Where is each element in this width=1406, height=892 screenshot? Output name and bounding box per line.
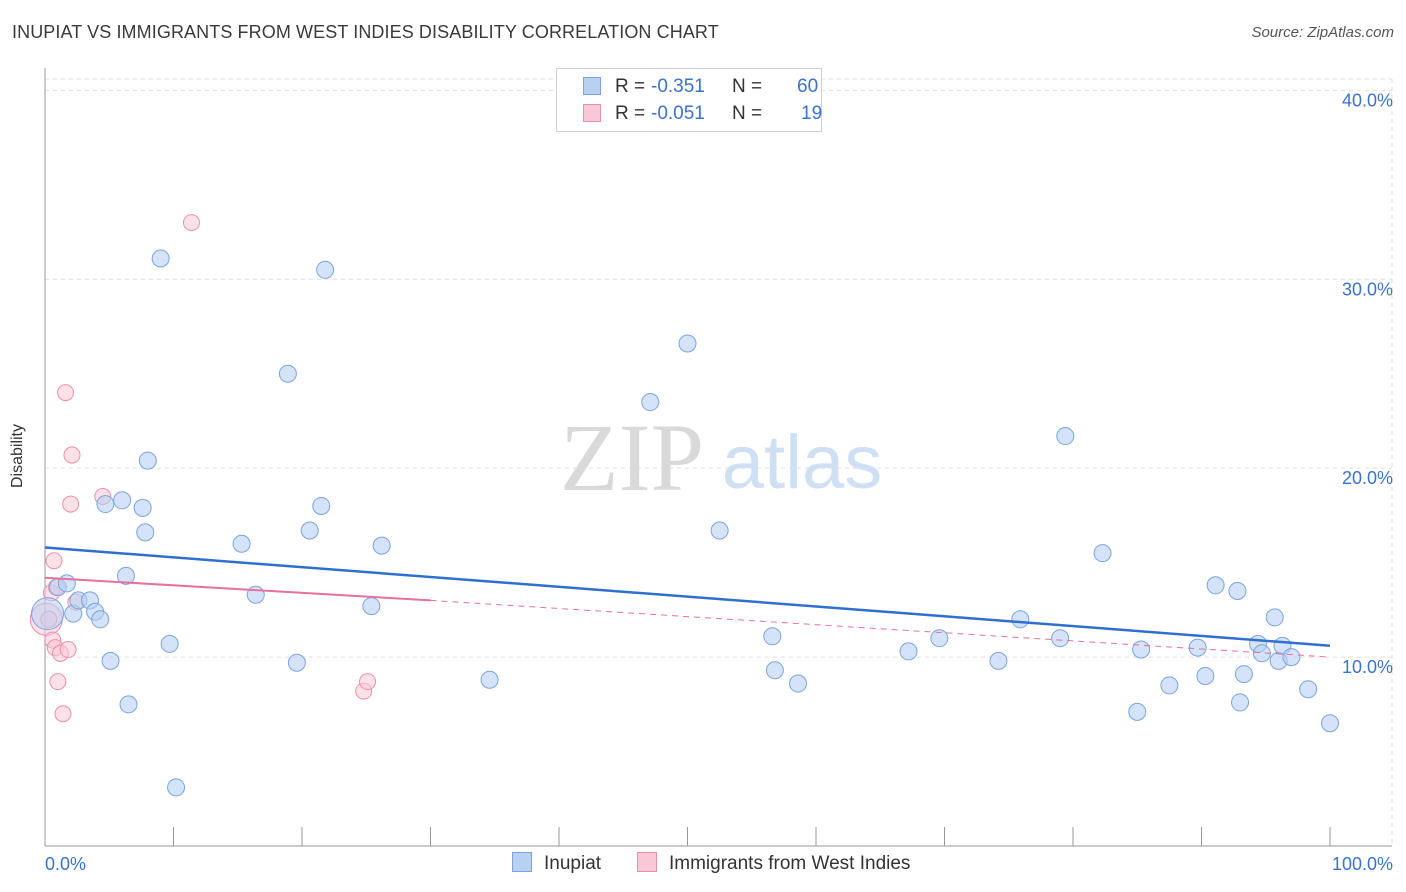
data-point-inupiat (372, 536, 391, 555)
data-point-inupiat (763, 627, 782, 646)
trend-line-inupiat (44, 546, 1331, 647)
data-point-inupiat (138, 451, 157, 470)
data-point-inupiat (1234, 665, 1253, 684)
data-point-inupiat (119, 695, 138, 714)
data-point-inupiat (31, 597, 65, 631)
watermark: ZIP atlas (560, 404, 882, 511)
data-point-inupiat (1196, 666, 1215, 685)
data-point-inupiat (160, 634, 179, 653)
data-point-inupiat (1265, 608, 1284, 627)
data-point-inupiat (678, 334, 697, 353)
bottom-legend-west-indies: Immigrants from West Indies (637, 852, 910, 875)
legend-r-label: R = (615, 76, 646, 97)
data-point-inupiat (789, 674, 808, 693)
legend-n-label: N = (732, 103, 763, 124)
data-point-inupiat (278, 364, 297, 383)
tick-labels: 10.0% 20.0% 30.0% 40.0% 0.0% 100.0% (45, 90, 1393, 874)
data-point-inupiat (1011, 610, 1030, 629)
data-point-inupiat (765, 661, 784, 680)
data-point-inupiat (1228, 581, 1247, 600)
chart-title: INUPIAT VS IMMIGRANTS FROM WEST INDIES D… (12, 22, 719, 42)
data-point-west-indies (182, 214, 200, 232)
data-point-inupiat (300, 521, 319, 540)
data-point-west-indies (49, 673, 67, 691)
data-point-inupiat (1231, 693, 1250, 712)
data-point-inupiat (116, 566, 135, 585)
data-point-inupiat (136, 523, 155, 542)
data-point-west-indies (54, 705, 72, 723)
data-point-inupiat (1299, 680, 1318, 699)
data-point-inupiat (91, 610, 110, 629)
data-point-inupiat (710, 521, 729, 540)
legend-swatch-inupiat (583, 77, 601, 95)
gridlines (45, 78, 1393, 846)
y-axis-label: Disability (9, 423, 26, 489)
data-point-inupiat (989, 651, 1008, 670)
data-point-inupiat (1051, 629, 1070, 648)
data-point-inupiat (362, 597, 381, 616)
bottom-legend-swatch-west-indies (637, 852, 657, 872)
legend-n-value: 60 (797, 76, 819, 97)
data-point-inupiat (1188, 638, 1207, 657)
data-point-inupiat (133, 498, 152, 517)
x-tick-label: 0.0% (45, 854, 86, 874)
data-point-inupiat (1093, 544, 1112, 563)
data-point-inupiat (232, 534, 251, 553)
trend-lines (44, 546, 1331, 658)
axes (44, 68, 1392, 847)
data-point-inupiat (113, 491, 132, 510)
data-point-inupiat (1160, 676, 1179, 695)
data-point-west-indies (57, 384, 75, 402)
bottom-legend-label-inupiat: Inupiat (544, 853, 602, 874)
y-tick-label: 20.0% (1342, 468, 1393, 488)
trend-line-west-indies-extension (430, 599, 1331, 658)
series-inupiat-points (31, 249, 1339, 797)
y-tick-label: 40.0% (1342, 90, 1393, 110)
data-point-inupiat (312, 496, 331, 515)
data-point-inupiat (1321, 714, 1339, 733)
data-point-inupiat (151, 249, 170, 268)
legend-n-label: N = (732, 76, 763, 97)
correlation-legend: R = -0.351 N = 60 R = -0.051 N = 19 (556, 68, 822, 132)
data-point-west-indies (62, 495, 80, 513)
watermark-atlas: atlas (722, 420, 883, 505)
bottom-legend-label-west-indies: Immigrants from West Indies (669, 853, 911, 874)
data-point-inupiat (1132, 640, 1151, 659)
bottom-legend-swatch-inupiat (512, 852, 532, 872)
data-point-inupiat (1282, 648, 1301, 667)
y-tick-label: 30.0% (1342, 279, 1393, 299)
data-point-inupiat (641, 393, 660, 412)
data-point-west-indies (59, 641, 77, 659)
data-point-west-indies (45, 552, 63, 570)
series-west-indies-points (29, 214, 377, 723)
data-point-west-indies (359, 673, 377, 691)
data-point-west-indies (63, 446, 81, 464)
data-point-inupiat (1056, 427, 1075, 446)
data-point-inupiat (1206, 576, 1225, 595)
legend-r-value: -0.351 (651, 76, 705, 97)
data-point-inupiat (930, 629, 949, 648)
x-tick-label: 100.0% (1332, 854, 1393, 874)
data-point-inupiat (96, 495, 115, 514)
source-label: Source: ZipAtlas.com (1251, 24, 1394, 41)
legend-r-label: R = (615, 103, 646, 124)
watermark-zip: ZIP (560, 404, 704, 511)
y-tick-label: 10.0% (1342, 657, 1393, 677)
trend-line-west-indies (44, 576, 431, 602)
bottom-legend-inupiat: Inupiat (512, 852, 601, 875)
data-point-inupiat (1128, 702, 1147, 721)
data-point-inupiat (167, 778, 186, 797)
data-point-inupiat (480, 670, 499, 689)
data-point-inupiat (101, 651, 120, 670)
data-point-inupiat (287, 653, 306, 672)
legend-n-value: 19 (801, 103, 823, 124)
legend-r-value: -0.051 (651, 103, 705, 124)
data-point-inupiat (316, 260, 335, 279)
legend-swatch-west-indies (583, 104, 601, 122)
data-point-inupiat (899, 642, 918, 661)
data-point-inupiat (57, 574, 76, 593)
